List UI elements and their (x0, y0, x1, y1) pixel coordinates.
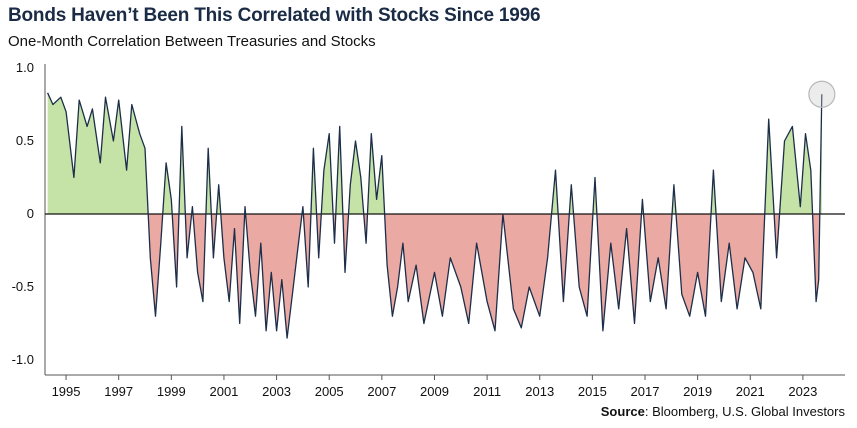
positive-area (162, 162, 173, 214)
negative-area (502, 214, 552, 328)
x-tick-label: 2003 (262, 384, 291, 399)
source-label: Source (600, 404, 645, 419)
negative-area (716, 214, 765, 309)
correlation-line (47, 92, 823, 339)
positive-area (335, 126, 343, 214)
y-tick-label: -1.0 (12, 352, 34, 367)
chart-subtitle: One-Month Correlation Between Treasuries… (8, 33, 376, 50)
x-tick-label: 2015 (578, 384, 607, 399)
source-text: : Bloomberg, U.S. Global Investors (644, 404, 845, 419)
positive-area (178, 126, 186, 214)
chart-title: Bonds Haven’t Been This Correlated with … (8, 5, 541, 26)
positive-area (47, 92, 149, 214)
x-tick-label: 2023 (788, 384, 817, 399)
negative-area (192, 214, 206, 302)
source-note: Source: Bloomberg, U.S. Global Investors (601, 404, 845, 419)
highlight-circle (808, 80, 836, 108)
x-tick-label: 2013 (525, 384, 554, 399)
positive-area (348, 141, 364, 214)
negative-area (303, 214, 311, 287)
negative-area (596, 214, 642, 331)
negative-area (643, 214, 673, 309)
negative-area (558, 214, 570, 302)
negative-area (148, 214, 163, 317)
negative-area (245, 214, 303, 339)
x-tick-label: 1997 (104, 384, 133, 399)
y-tick-label: 0.5 (16, 133, 34, 148)
positive-area (779, 126, 813, 214)
x-tick-label: 2019 (683, 384, 712, 399)
negative-area (676, 214, 712, 317)
y-tick-label: 0 (27, 206, 34, 221)
x-tick-label: 2021 (736, 384, 765, 399)
positive-area (551, 170, 559, 214)
positive-area (367, 133, 385, 214)
x-tick-label: 2007 (367, 384, 396, 399)
positive-area (764, 119, 775, 214)
y-tick-label: 1.0 (16, 60, 34, 75)
x-tick-label: 2009 (420, 384, 449, 399)
x-tick-label: 2005 (315, 384, 344, 399)
negative-area (812, 214, 820, 302)
x-tick-label: 2011 (473, 384, 501, 399)
x-tick-label: 2001 (209, 384, 238, 399)
negative-area (384, 214, 503, 331)
x-tick-label: 1995 (52, 384, 81, 399)
x-tick-label: 2017 (631, 384, 660, 399)
x-tick-label: 1999 (157, 384, 186, 399)
y-tick-label: -0.5 (12, 279, 34, 294)
